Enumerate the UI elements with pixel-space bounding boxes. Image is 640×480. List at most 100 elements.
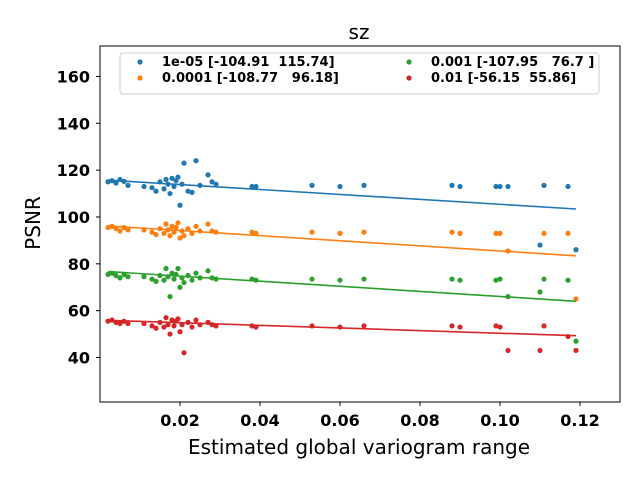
data-point bbox=[541, 276, 547, 282]
data-point bbox=[193, 317, 199, 323]
y-tick-label: 100 bbox=[57, 208, 90, 227]
data-point bbox=[153, 188, 159, 194]
data-point bbox=[181, 160, 187, 166]
trend-line bbox=[107, 179, 577, 210]
data-point bbox=[449, 276, 455, 282]
data-point bbox=[497, 183, 503, 190]
x-tick-label: 0.12 bbox=[560, 411, 599, 430]
data-point bbox=[171, 323, 177, 329]
data-point bbox=[117, 320, 123, 327]
data-point bbox=[117, 275, 123, 281]
data-point bbox=[185, 188, 191, 194]
data-point bbox=[165, 322, 171, 328]
data-point bbox=[175, 220, 181, 226]
legend: 1e-05 [-104.91 115.74]0.0001 [-108.77 96… bbox=[119, 52, 600, 95]
data-point bbox=[117, 228, 123, 234]
data-point bbox=[249, 229, 255, 235]
y-tick-label: 60 bbox=[68, 302, 90, 321]
data-point bbox=[113, 180, 119, 186]
data-point bbox=[175, 316, 181, 322]
data-point bbox=[573, 247, 579, 253]
data-point bbox=[457, 230, 463, 236]
plot-frame bbox=[99, 45, 621, 403]
data-point bbox=[181, 350, 187, 356]
data-point bbox=[161, 277, 167, 283]
y-tick-label: 80 bbox=[68, 255, 90, 274]
data-point bbox=[309, 276, 315, 282]
data-point bbox=[171, 183, 177, 190]
data-point bbox=[167, 331, 173, 337]
data-point bbox=[541, 323, 547, 329]
data-point bbox=[169, 175, 175, 181]
x-tick-label: 0.08 bbox=[400, 411, 439, 430]
data-point bbox=[193, 270, 199, 276]
data-point bbox=[497, 276, 503, 282]
x-axis-label: Estimated global variogram range bbox=[188, 435, 530, 459]
data-point bbox=[205, 172, 211, 178]
series-1 bbox=[105, 220, 579, 302]
data-point bbox=[493, 277, 499, 283]
legend-label: 0.0001 [-108.77 96.18] bbox=[162, 71, 339, 86]
data-point bbox=[493, 323, 499, 329]
data-point bbox=[493, 230, 499, 236]
data-point bbox=[573, 296, 579, 302]
data-point bbox=[177, 202, 183, 208]
data-point bbox=[337, 277, 343, 283]
data-point bbox=[449, 323, 455, 329]
data-point bbox=[177, 284, 183, 290]
series-0 bbox=[105, 158, 579, 253]
series-3 bbox=[105, 315, 579, 356]
series-2 bbox=[105, 265, 579, 344]
data-point bbox=[493, 183, 499, 190]
data-point bbox=[169, 317, 175, 323]
data-point bbox=[541, 182, 547, 188]
data-point bbox=[149, 276, 155, 282]
data-point bbox=[163, 265, 169, 272]
data-point bbox=[175, 174, 181, 180]
data-point bbox=[125, 227, 131, 233]
legend-marker bbox=[137, 75, 143, 81]
data-point bbox=[565, 183, 571, 190]
data-point bbox=[497, 324, 503, 330]
data-point bbox=[181, 233, 187, 239]
data-point bbox=[149, 229, 155, 235]
data-point bbox=[181, 279, 187, 286]
data-point bbox=[209, 179, 215, 185]
data-point bbox=[189, 324, 195, 330]
data-point bbox=[457, 277, 463, 283]
data-point bbox=[213, 181, 219, 187]
data-point bbox=[189, 277, 195, 283]
data-point bbox=[189, 189, 195, 195]
data-point bbox=[163, 315, 169, 321]
legend-label: 0.001 [-107.95 76.7 ] bbox=[431, 55, 594, 70]
data-point bbox=[185, 226, 191, 232]
data-point bbox=[163, 221, 169, 227]
data-point bbox=[161, 324, 167, 330]
y-tick-label: 120 bbox=[57, 161, 90, 180]
data-point bbox=[205, 268, 211, 274]
y-axis-label: PSNR bbox=[21, 196, 45, 250]
data-point bbox=[125, 320, 131, 327]
x-tick-label: 0.02 bbox=[160, 411, 199, 430]
data-point bbox=[125, 274, 131, 280]
data-point bbox=[497, 230, 503, 236]
data-point bbox=[505, 183, 511, 190]
data-point bbox=[309, 229, 315, 235]
data-point bbox=[361, 229, 367, 235]
data-point bbox=[193, 223, 199, 229]
data-point bbox=[565, 230, 571, 236]
data-point bbox=[163, 176, 169, 183]
data-point bbox=[565, 277, 571, 283]
legend-marker bbox=[137, 59, 143, 65]
data-point bbox=[153, 325, 159, 331]
data-point bbox=[449, 182, 455, 188]
y-tick-label: 40 bbox=[68, 349, 90, 368]
data-point bbox=[449, 229, 455, 235]
data-point bbox=[573, 347, 579, 354]
data-point bbox=[541, 230, 547, 236]
y-tick-label: 140 bbox=[57, 114, 90, 133]
data-point bbox=[149, 185, 155, 191]
data-point bbox=[161, 230, 167, 236]
data-point bbox=[337, 230, 343, 236]
trend-line bbox=[107, 319, 577, 337]
